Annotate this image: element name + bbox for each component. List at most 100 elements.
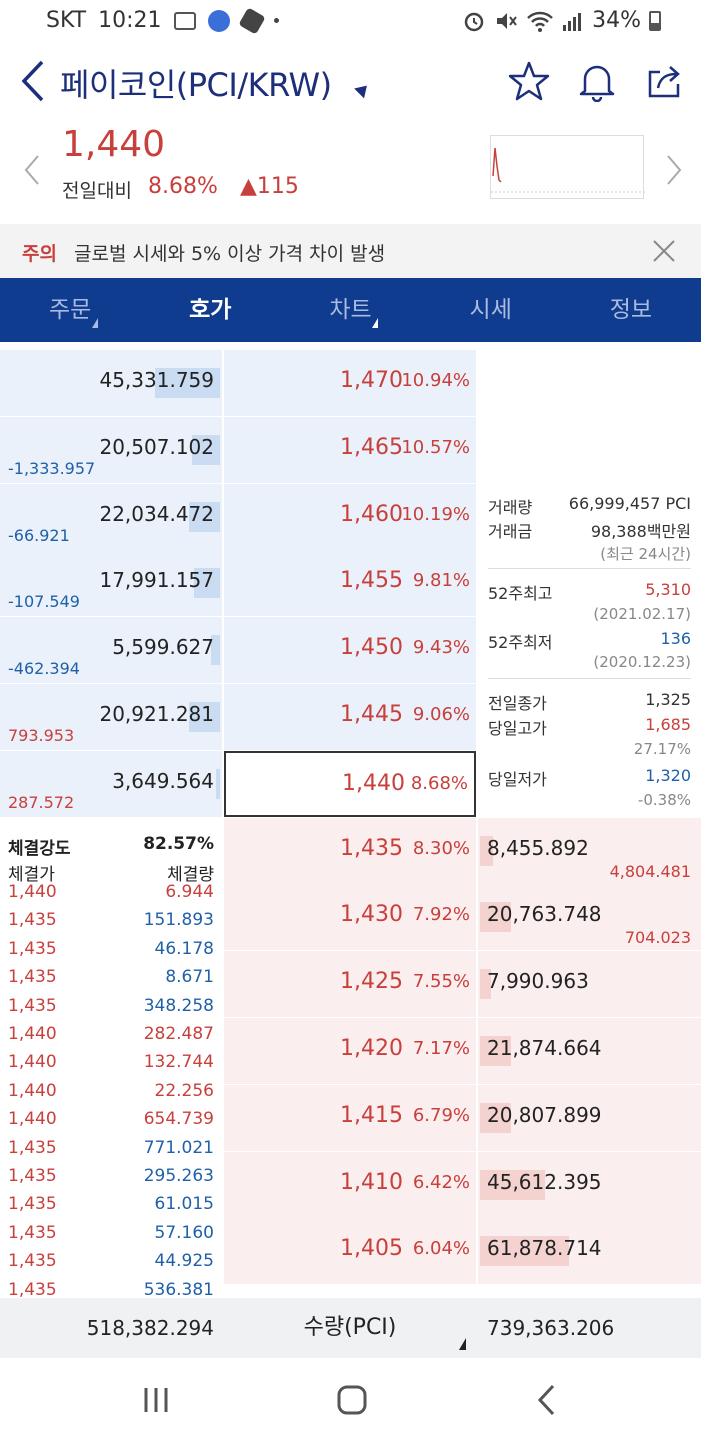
back-nav-icon[interactable] xyxy=(528,1380,568,1420)
next-coin-arrow-icon[interactable] xyxy=(662,150,686,190)
tab-market[interactable]: 시세 xyxy=(469,297,512,323)
mini-price-chart[interactable] xyxy=(490,135,645,199)
ask-quantity-bar xyxy=(189,501,220,532)
trade-price: 1,435 xyxy=(8,967,57,988)
ask-quantity-cell[interactable]: 3,649.564 287.572 xyxy=(0,750,222,817)
trade-row: 1,435 46.178 xyxy=(8,939,214,967)
divider xyxy=(488,678,691,679)
bid-row[interactable]: 1,420 7.17% 21,874.664 xyxy=(0,1018,701,1084)
unit-selector[interactable]: 수량(PCI) xyxy=(224,1298,476,1358)
more-dot-icon xyxy=(273,18,279,23)
prev-coin-arrow-icon[interactable] xyxy=(20,150,44,190)
strength-label: 체결강도 xyxy=(8,839,71,859)
volume-label: 거래량 xyxy=(488,498,533,517)
bid-quantity: 61,878.714 xyxy=(487,1236,602,1261)
ask-quantity-cell[interactable]: 22,034.472 -66.921 xyxy=(0,483,222,550)
bid-price-cell[interactable]: 1,420 7.17% xyxy=(224,1018,476,1084)
ask-price-cell[interactable]: 1,465 10.57% xyxy=(224,416,476,483)
trade-history[interactable]: 체결강도 82.57% 체결가 체결량 1,440 6.944 1,435 151.8… xyxy=(0,820,222,1298)
ask-quantity-cell[interactable]: 20,921.281 793.953 xyxy=(0,684,222,750)
bid-price-cell[interactable]: 1,425 7.55% xyxy=(224,951,476,1018)
prev-close-value: 1,325 xyxy=(645,690,691,709)
bid-row[interactable]: 1,410 6.42% 45,612.395 xyxy=(0,1151,701,1218)
bid-price-cell[interactable]: 1,430 7.92% xyxy=(224,884,476,951)
bid-price-cell[interactable]: 1,435 8.30% xyxy=(224,817,476,884)
bid-row[interactable]: 1,435 8.30% 8,455.892 4,804.481 xyxy=(0,817,701,884)
trade-row: 1,440 22.256 xyxy=(8,1081,214,1109)
recent-apps-icon[interactable] xyxy=(136,1380,176,1420)
bid-price-cell[interactable]: 1,405 6.04% xyxy=(224,1218,476,1285)
battery-icon xyxy=(649,10,661,31)
ask-row[interactable]: 45,331.759 1,470 10.94% xyxy=(0,350,701,416)
notification-bell-icon[interactable] xyxy=(576,60,618,102)
ask-price: 1,455 xyxy=(340,568,403,594)
mute-icon xyxy=(497,12,517,29)
orderbook: 45,331.759 1,470 10.94% 20,507.102 -1,333.95… xyxy=(0,342,701,1298)
tab-orderbook[interactable]: 호가 xyxy=(140,278,379,342)
ask-percent: 8.68% xyxy=(410,772,468,794)
home-icon[interactable] xyxy=(332,1380,372,1420)
bid-row[interactable]: 1,430 7.92% 20,763.748 704.023 xyxy=(0,884,701,951)
trade-row: 1,435 61.015 xyxy=(8,1194,214,1222)
ask-row[interactable]: 20,921.281 793.953 1,445 9.06% xyxy=(0,684,701,750)
ask-quantity-cell[interactable]: 17,991.157 -107.549 xyxy=(0,550,222,617)
ask-row[interactable]: 5,599.627 -462.394 1,450 9.43% xyxy=(0,617,701,684)
ask-quantity-cell[interactable]: 45,331.759 xyxy=(0,350,222,416)
ask-price-cell[interactable]: 1,450 9.43% xyxy=(224,617,476,684)
unit-dropdown-caret-icon xyxy=(459,1338,466,1350)
trade-volume: 22.256 xyxy=(154,1080,214,1101)
favorite-star-icon[interactable] xyxy=(508,60,550,102)
bid-percent: 6.04% xyxy=(412,1238,470,1260)
bid-quantity-cell[interactable]: 20,763.748 704.023 xyxy=(478,884,701,951)
bid-quantity-cell[interactable]: 7,990.963 xyxy=(478,951,701,1018)
bid-percent: 7.92% xyxy=(412,904,470,926)
bid-price-cell[interactable]: 1,415 6.79% xyxy=(224,1084,476,1151)
bid-quantity-cell[interactable]: 20,807.899 xyxy=(478,1084,701,1151)
tab-chart[interactable]: 차트 xyxy=(329,297,372,323)
ask-price-cell[interactable]: 1,445 9.06% xyxy=(224,684,476,750)
trade-price: 1,440 xyxy=(8,1052,57,1073)
bid-quantity-cell[interactable]: 8,455.892 4,804.481 xyxy=(478,817,701,884)
trade-volume: 348.258 xyxy=(143,995,214,1016)
share-icon[interactable] xyxy=(644,60,686,102)
ask-price-cell[interactable]: 1,460 10.19% xyxy=(224,483,476,550)
high52-label: 52주최고 xyxy=(488,584,553,603)
ask-quantity-cell[interactable]: 20,507.102 -1,333.957 xyxy=(0,416,222,483)
ask-price-cell[interactable]: 1,440 8.68% xyxy=(224,750,476,817)
tab-order[interactable]: 주문 xyxy=(0,278,140,342)
coin-title[interactable]: 페이코인(PCI/KRW) xyxy=(60,66,332,104)
bid-quantity-cell[interactable]: 21,874.664 xyxy=(478,1018,701,1084)
ask-quantity-cell[interactable]: 5,599.627 -462.394 xyxy=(0,617,222,684)
bid-quantity-cell[interactable]: 61,878.714 xyxy=(478,1218,701,1285)
ask-quantity-bar xyxy=(211,635,220,666)
ask-price-cell[interactable]: 1,455 9.81% xyxy=(224,550,476,617)
ask-row[interactable]: 3,649.564 287.572 1,440 8.68% xyxy=(0,750,701,817)
ask-row[interactable]: 22,034.472 -66.921 1,460 10.19% xyxy=(0,483,701,550)
title-dropdown-caret-icon[interactable] xyxy=(354,80,372,99)
close-icon[interactable] xyxy=(649,236,679,266)
trade-volume-header: 체결량 xyxy=(167,865,214,885)
bid-quantity-cell[interactable]: 45,612.395 xyxy=(478,1151,701,1218)
ask-price-cell[interactable]: 1,470 10.94% xyxy=(224,350,476,416)
ask-quantity-change: 793.953 xyxy=(8,726,75,745)
trade-price: 1,435 xyxy=(8,1222,57,1243)
warning-notice: 주의 글로벌 시세와 5% 이상 가격 차이 발생 xyxy=(0,224,701,278)
ask-row[interactable]: 20,507.102 -1,333.957 1,465 10.57% xyxy=(0,416,701,483)
bid-quantity: 8,455.892 xyxy=(487,835,589,860)
trade-row: 1,435 151.893 xyxy=(8,910,214,938)
trade-price: 1,435 xyxy=(8,910,57,931)
trade-price: 1,435 xyxy=(8,938,57,959)
bid-price-cell[interactable]: 1,410 6.42% xyxy=(224,1151,476,1218)
day-high-label: 당일고가 xyxy=(488,719,547,738)
ask-row[interactable]: 17,991.157 -107.549 1,455 9.81% xyxy=(0,550,701,617)
bid-row[interactable]: 1,425 7.55% 7,990.963 xyxy=(0,951,701,1018)
bid-row[interactable]: 1,415 6.79% 20,807.899 xyxy=(0,1084,701,1151)
trade-volume: 44.925 xyxy=(154,1251,214,1272)
trade-volume: 57.160 xyxy=(154,1222,214,1243)
ask-quantity-change: -462.394 xyxy=(8,659,80,679)
bid-row[interactable]: 1,405 6.04% 61,878.714 xyxy=(0,1218,701,1285)
tab-info[interactable]: 정보 xyxy=(609,297,653,323)
trade-volume: 536.381 xyxy=(143,1279,214,1298)
bid-price: 1,415 xyxy=(340,1102,403,1128)
back-arrow-icon[interactable] xyxy=(16,58,52,104)
